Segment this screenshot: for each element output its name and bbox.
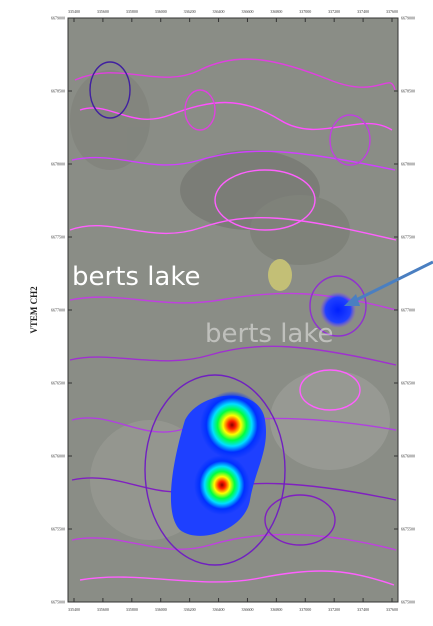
x-tick-label: 337200	[328, 9, 340, 14]
y-tick-label: 6678500	[401, 89, 415, 94]
x-tick-label: 335800	[126, 607, 138, 612]
lake-label: berts lake	[72, 262, 200, 292]
y-tick-label: 6675000	[401, 600, 415, 605]
x-tick-label: 335600	[97, 9, 109, 14]
x-tick-label: 337200	[328, 607, 340, 612]
x-tick-label: 337600	[386, 607, 398, 612]
x-tick-label: 336400	[213, 607, 225, 612]
x-tick-label: 336800	[270, 9, 282, 14]
y-tick-label: 6678000	[401, 162, 415, 167]
y-tick-label: 6678000	[51, 162, 65, 167]
x-tick-label: 335800	[126, 9, 138, 14]
x-tick-label: 337400	[357, 9, 369, 14]
x-tick-label: 335400	[68, 9, 80, 14]
y-tick-label: 6676500	[51, 381, 65, 386]
x-tick-label: 337000	[299, 9, 311, 14]
x-tick-label: 336200	[184, 9, 196, 14]
y-tick-label: 6678500	[51, 89, 65, 94]
y-tick-label: 6676000	[401, 454, 415, 459]
y-tick-label: 6677500	[401, 235, 415, 240]
y-tick-label: 6679000	[51, 16, 65, 21]
x-tick-label: 337000	[299, 607, 311, 612]
x-tick-label: 336000	[155, 607, 167, 612]
x-tick-label: 336200	[184, 607, 196, 612]
arrow	[344, 260, 433, 306]
x-tick-label: 335600	[97, 607, 109, 612]
x-tick-label: 335400	[68, 607, 80, 612]
x-tick-label: 337400	[357, 607, 369, 612]
y-tick-label: 6676500	[401, 381, 415, 386]
y-tick-label: 6675500	[401, 527, 415, 532]
x-tick-label: 336600	[241, 9, 253, 14]
x-tick-label: 337600	[386, 9, 398, 14]
y-tick-label: 6676000	[51, 454, 65, 459]
axis-label: VTEM CH2	[29, 286, 39, 334]
y-tick-label: 6679000	[401, 16, 415, 21]
x-tick-label: 336800	[270, 607, 282, 612]
anomalies	[170, 292, 356, 536]
y-tick-label: 6675000	[51, 600, 65, 605]
y-tick-label: 6677500	[51, 235, 65, 240]
x-tick-label: 336000	[155, 9, 167, 14]
x-tick-label: 336400	[213, 9, 225, 14]
y-tick-label: 6675500	[51, 527, 65, 532]
x-tick-label: 336600	[241, 607, 253, 612]
y-tick-label: 6677000	[51, 308, 65, 313]
lake-label: berts lake	[205, 319, 333, 349]
ticks: 335400 335400 335600 335600 335800 335800 3360…	[51, 9, 415, 612]
y-tick-label: 6677000	[401, 308, 415, 313]
